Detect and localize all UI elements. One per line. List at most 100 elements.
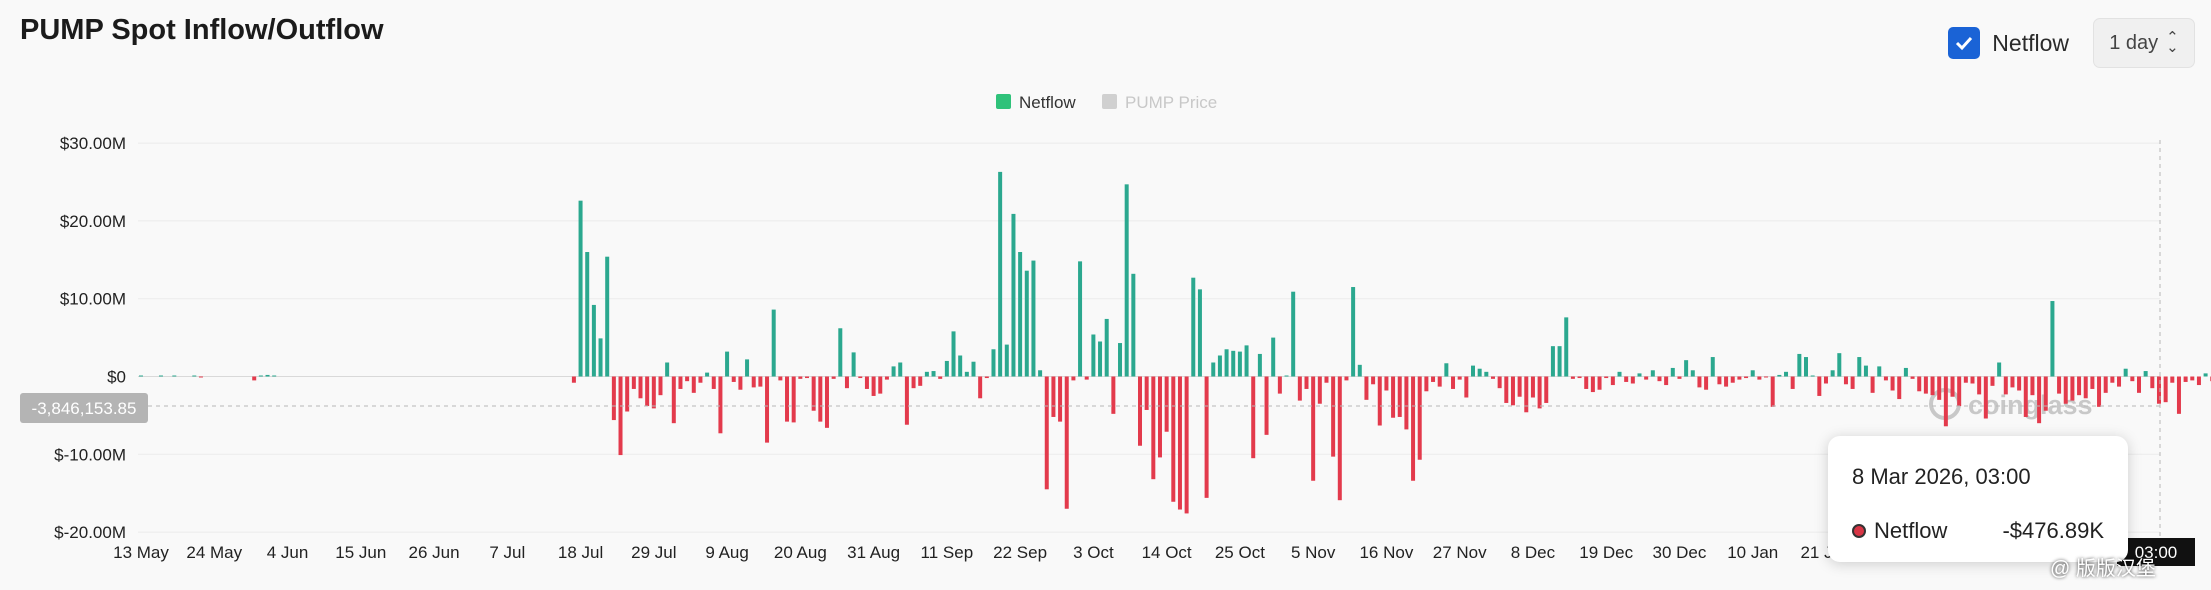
netflow-bar bbox=[172, 375, 177, 377]
netflow-bar bbox=[1291, 291, 1296, 377]
x-tick-label: 22 Sep bbox=[993, 543, 1047, 562]
netflow-bar bbox=[705, 372, 710, 377]
crosshair-x-label: 03:00 bbox=[2135, 543, 2178, 562]
netflow-bar bbox=[1910, 376, 1915, 379]
netflow-bar bbox=[1191, 277, 1196, 377]
netflow-bar bbox=[1997, 362, 2002, 377]
x-tick-label: 10 Jan bbox=[1727, 543, 1778, 562]
netflow-bar bbox=[1351, 287, 1356, 377]
crosshair-y-label: -3,846,153.85 bbox=[32, 399, 137, 418]
netflow-bar bbox=[1644, 376, 1649, 380]
netflow-bar bbox=[1817, 376, 1822, 396]
netflow-bar bbox=[1843, 376, 1848, 385]
netflow-bar bbox=[1657, 376, 1662, 382]
netflow-bar bbox=[824, 376, 829, 428]
netflow-bar bbox=[1064, 376, 1069, 509]
x-tick-label: 29 Jul bbox=[631, 543, 676, 562]
netflow-bar bbox=[2023, 376, 2028, 417]
netflow-bar bbox=[1098, 341, 1103, 377]
netflow-bar bbox=[671, 376, 676, 424]
netflow-bar bbox=[858, 376, 863, 379]
grid bbox=[138, 142, 2160, 533]
x-axis: 13 May 24 May 4 Jun 15 Jun 26 Jun 7 Jul 18 Jul… bbox=[113, 543, 1851, 562]
netflow-bar bbox=[1584, 376, 1589, 389]
netflow-bar bbox=[605, 256, 610, 377]
x-tick-label: 30 Dec bbox=[1653, 543, 1707, 562]
netflow-bar bbox=[638, 376, 643, 399]
netflow-bar bbox=[658, 376, 663, 396]
crosshair-y-badge bbox=[20, 393, 148, 423]
netflow-bar bbox=[2077, 376, 2082, 396]
netflow-bar bbox=[1957, 376, 1962, 407]
netflow-bar bbox=[731, 376, 736, 382]
netflow-bar bbox=[1670, 367, 1675, 377]
netflow-bar bbox=[192, 375, 197, 377]
netflow-bar bbox=[158, 375, 163, 377]
netflow-bar bbox=[2123, 368, 2128, 377]
netflow-bar bbox=[2176, 376, 2181, 414]
netflow-bar bbox=[1084, 376, 1089, 380]
netflow-bar bbox=[265, 374, 270, 377]
netflow-bar bbox=[1963, 376, 1968, 383]
netflow-checkbox[interactable] bbox=[1948, 27, 1981, 59]
x-tick-label: 31 Aug bbox=[847, 543, 900, 562]
netflow-bar bbox=[884, 376, 889, 380]
netflow-bar bbox=[2017, 376, 2022, 391]
x-tick-label: 27 Nov bbox=[1433, 543, 1487, 562]
netflow-bar bbox=[571, 376, 576, 383]
legend-swatch-netflow bbox=[996, 94, 1011, 109]
netflow-bar bbox=[798, 376, 803, 379]
legend-label-price: PUMP Price bbox=[1125, 93, 1217, 112]
netflow-bar bbox=[1937, 376, 1942, 400]
netflow-bar bbox=[685, 376, 690, 382]
netflow-bar bbox=[698, 376, 703, 383]
netflow-bar bbox=[1604, 376, 1609, 379]
netflow-bar bbox=[631, 376, 636, 389]
interval-select[interactable]: 1 day ⌃ ⌄ bbox=[2093, 18, 2195, 68]
netflow-bar bbox=[1704, 376, 1709, 390]
netflow-bar bbox=[738, 376, 743, 390]
netflow-bar bbox=[924, 371, 929, 377]
netflow-bar bbox=[1517, 376, 1522, 397]
x-tick-label: 15 Jun bbox=[335, 543, 386, 562]
netflow-bar bbox=[1637, 373, 1642, 377]
netflow-bar bbox=[878, 376, 883, 394]
netflow-bar bbox=[1524, 376, 1529, 413]
netflow-bar bbox=[1750, 370, 1755, 377]
netflow-bar bbox=[1897, 376, 1902, 400]
netflow-bar bbox=[1337, 376, 1342, 501]
netflow-bar bbox=[1317, 376, 1322, 404]
netflow-bar bbox=[1031, 260, 1036, 377]
netflow-bar bbox=[2050, 301, 2055, 377]
netflow-bar bbox=[1624, 376, 1629, 382]
netflow-bar bbox=[2183, 376, 2188, 382]
netflow-bar bbox=[751, 376, 756, 388]
netflow-bar bbox=[904, 376, 909, 425]
netflow-bar bbox=[1377, 376, 1382, 426]
netflow-checkbox-label[interactable]: Netflow bbox=[1992, 29, 2069, 56]
netflow-bar bbox=[1437, 376, 1442, 387]
x-tick-label: 11 Sep bbox=[921, 543, 974, 562]
netflow-bar bbox=[1364, 376, 1369, 400]
netflow-bar bbox=[1990, 376, 1995, 386]
netflow-bar bbox=[1477, 368, 1482, 377]
tooltip-series-label: Netflow bbox=[1874, 518, 1948, 543]
netflow-bar bbox=[1224, 349, 1229, 377]
netflow-bar bbox=[851, 352, 856, 377]
netflow-bar bbox=[1237, 351, 1242, 377]
chart-controls: Netflow 1 day ⌃ ⌄ bbox=[1948, 18, 2195, 68]
netflow-bar bbox=[1177, 376, 1182, 510]
netflow-bar bbox=[1544, 376, 1549, 403]
y-tick-label: $-20.00M bbox=[54, 523, 126, 542]
netflow-bar bbox=[1784, 371, 1789, 377]
netflow-bar bbox=[1697, 376, 1702, 388]
x-tick-label: 5 Nov bbox=[1291, 543, 1336, 562]
netflow-bar bbox=[1930, 376, 1935, 396]
netflow-bar bbox=[1197, 289, 1202, 377]
x-tick-label: 19 Dec bbox=[1579, 543, 1633, 562]
netflow-bar bbox=[1184, 376, 1189, 514]
netflow-bar bbox=[1138, 376, 1142, 446]
netflow-bar bbox=[591, 304, 596, 377]
netflow-bar bbox=[1890, 376, 1895, 391]
